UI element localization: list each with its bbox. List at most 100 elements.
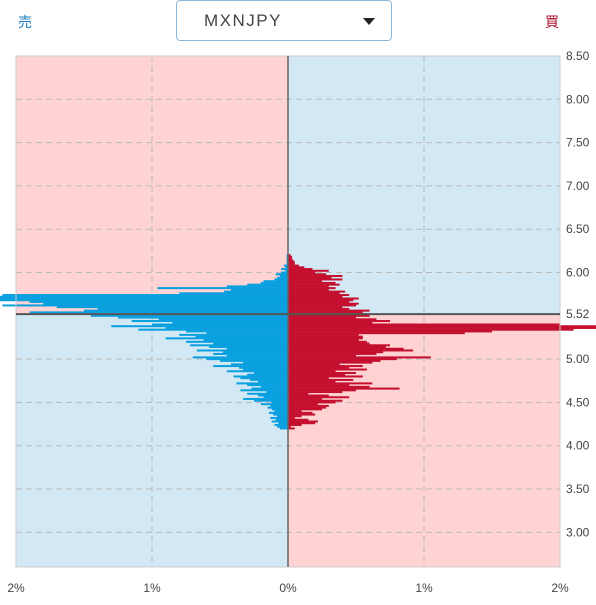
buy-bar bbox=[288, 257, 293, 260]
buy-bar bbox=[288, 280, 322, 283]
buy-bar bbox=[288, 375, 363, 378]
buy-bar bbox=[288, 356, 431, 359]
buy-bar bbox=[288, 352, 377, 355]
currency-pair-select[interactable]: MXNJPY bbox=[176, 0, 392, 41]
sell-side-label: 売 bbox=[18, 14, 32, 30]
sell-bar bbox=[254, 399, 288, 402]
buy-bar bbox=[288, 410, 302, 413]
chart-bars bbox=[0, 254, 596, 430]
sell-bar bbox=[233, 375, 288, 378]
sell-bar bbox=[283, 264, 288, 267]
y-tick-label: 6.00 bbox=[566, 266, 590, 280]
sell-bar bbox=[273, 413, 288, 416]
sell-bar bbox=[111, 325, 288, 328]
sell-bar bbox=[275, 418, 288, 421]
chart-tick-labels: 8.50 8.00 7.50 7.00 6.50 6.00 5.52 5.00 4.50 4.00… bbox=[7, 49, 589, 595]
sell-bar bbox=[247, 283, 288, 286]
sell-bar bbox=[186, 330, 288, 333]
sell-bar bbox=[243, 368, 288, 371]
buy-bar bbox=[288, 264, 299, 267]
sell-bar bbox=[213, 342, 288, 345]
sell-bar bbox=[281, 271, 288, 274]
buy-bar bbox=[288, 283, 340, 286]
sell-bar bbox=[270, 404, 288, 407]
buy-bar bbox=[288, 292, 340, 295]
buy-bar bbox=[288, 323, 560, 326]
sell-bar bbox=[90, 314, 288, 317]
buy-bar bbox=[288, 349, 414, 352]
sell-bar bbox=[260, 281, 288, 284]
buy-bar bbox=[288, 254, 291, 257]
sell-bar bbox=[247, 384, 288, 387]
sell-bar bbox=[97, 307, 288, 310]
buy-bar bbox=[288, 365, 363, 368]
buy-bar bbox=[288, 351, 384, 354]
buy-bar bbox=[288, 377, 329, 380]
buy-bar bbox=[288, 304, 356, 307]
buy-bar bbox=[288, 311, 363, 314]
buy-bar bbox=[288, 266, 305, 269]
sell-bar bbox=[266, 391, 288, 394]
buy-bar bbox=[288, 268, 313, 271]
x-tick-label: 1% bbox=[415, 581, 433, 595]
sell-bar bbox=[179, 292, 288, 295]
sell-bar bbox=[43, 302, 289, 305]
sell-bar bbox=[285, 266, 288, 269]
sell-bar bbox=[213, 352, 288, 355]
sell-bar bbox=[277, 425, 288, 428]
buy-bar bbox=[288, 401, 336, 404]
sell-bar bbox=[195, 335, 288, 338]
sell-bar bbox=[186, 340, 288, 343]
sell-bar bbox=[226, 370, 288, 373]
buy-bar bbox=[288, 344, 390, 347]
buy-bar bbox=[288, 274, 343, 277]
buy-bar bbox=[288, 427, 295, 430]
buy-bar bbox=[288, 262, 295, 265]
buy-bar bbox=[288, 422, 316, 425]
sell-bar bbox=[263, 280, 288, 283]
y-tick-label: 7.00 bbox=[566, 179, 590, 193]
sell-bar bbox=[0, 297, 289, 300]
buy-bar bbox=[288, 347, 404, 350]
buy-bar bbox=[288, 373, 346, 376]
sell-bar bbox=[267, 406, 288, 409]
sell-bar bbox=[222, 351, 288, 354]
buy-bar bbox=[288, 333, 359, 336]
buy-bar bbox=[288, 321, 373, 324]
y-tick-label: 3.50 bbox=[566, 482, 590, 496]
sell-bar bbox=[226, 354, 288, 357]
buy-bar bbox=[288, 423, 302, 426]
buy-bar bbox=[288, 290, 346, 293]
chart-axes bbox=[15, 55, 561, 568]
buy-bar bbox=[288, 269, 329, 272]
sell-bar bbox=[196, 349, 288, 352]
buy-bar bbox=[288, 316, 356, 319]
sell-bar bbox=[29, 300, 288, 303]
buy-bar bbox=[288, 392, 309, 395]
buy-bar bbox=[288, 415, 302, 418]
sell-bar bbox=[260, 403, 288, 406]
buy-bar bbox=[288, 389, 356, 392]
buy-bar bbox=[288, 359, 381, 362]
sell-bar bbox=[281, 268, 288, 271]
buy-bar bbox=[288, 425, 291, 428]
buy-bar bbox=[288, 384, 350, 387]
buy-bar bbox=[288, 306, 343, 309]
sell-bar bbox=[278, 422, 288, 425]
y-tick-label: 5.00 bbox=[566, 352, 590, 366]
sell-bar bbox=[274, 423, 288, 426]
sell-zone-upper bbox=[16, 56, 288, 315]
buy-bar bbox=[288, 320, 390, 323]
y-tick-label: 8.50 bbox=[566, 49, 590, 63]
sell-bar bbox=[268, 411, 288, 414]
sell-bar bbox=[152, 323, 288, 326]
buy-bar bbox=[288, 271, 316, 274]
sell-bar bbox=[157, 287, 288, 290]
buy-bar bbox=[288, 387, 400, 390]
sell-bar bbox=[131, 320, 288, 323]
sell-bar bbox=[209, 346, 288, 349]
y-tick-label: 5.52 bbox=[566, 307, 590, 321]
x-tick-label: 2% bbox=[551, 581, 569, 595]
buy-bar bbox=[288, 397, 322, 400]
